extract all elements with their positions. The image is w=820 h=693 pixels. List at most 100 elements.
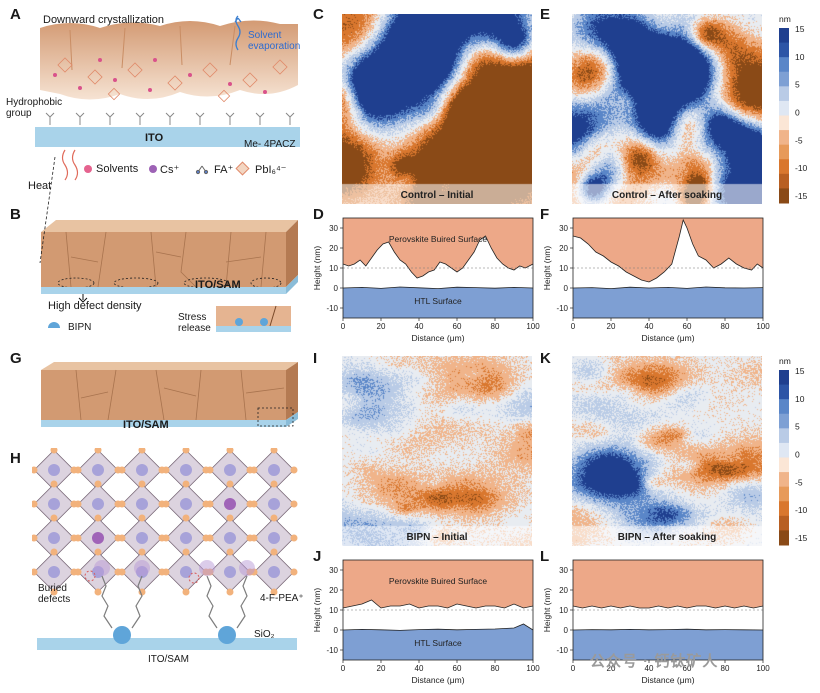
iodide-atom [138,548,146,556]
x-tick-label: 60 [453,664,462,673]
x-tick-label: 100 [526,322,540,331]
lattice-cation [48,566,60,578]
iodide-atom [250,466,258,474]
panel-label-j: J [313,548,322,565]
iodide-atom [94,514,102,522]
sam-name-text: Me- 4PACZ [244,139,296,150]
afm-map-k: BIPN – After soaking [572,356,762,546]
colorbar-bottom-unit: nm [779,356,791,366]
y-axis-title: Height (nm) [542,588,552,633]
iodide-atom [182,480,190,488]
x-tick-label: 20 [607,664,616,673]
colorbar-tick-label: 10 [795,52,805,62]
colorbar-tick-label: 15 [795,24,805,34]
lattice-cation [268,532,280,544]
colorbar-tick-label: 15 [795,366,805,376]
iodide-atom [162,466,170,474]
colorbar-band [779,57,789,73]
solvent-evaporation-text: Solvent evaporation [248,30,301,52]
iodide-atom [270,480,278,488]
solvent-dot-icon [84,165,92,173]
y-tick-label: 30 [329,566,338,575]
colorbar-top: nm 15 10 5 0 -5 -10 -15 [779,14,808,204]
perovskite-area [573,218,763,282]
perovskite-area [343,218,533,278]
perovskite-area [573,560,763,608]
x-axis-title: Distance (μm) [411,333,464,343]
iodide-atom [226,514,234,522]
x-tick-label: 40 [645,664,654,673]
panel-a-title: Downward crystallization [43,14,165,26]
bipn-icon [48,322,60,328]
iodide-atom [118,568,126,576]
y-tick-label: 30 [329,224,338,233]
iodide-atom [138,480,146,488]
colorbar-band [779,159,789,175]
iodide-atom [162,500,170,508]
x-tick-label: 0 [341,664,346,673]
htl-surface-label: HTL Surface [414,296,462,306]
htl-area [573,629,763,660]
lattice-cation [48,498,60,510]
x-tick-label: 100 [756,322,770,331]
iodide-atom [270,548,278,556]
iodide-atom [50,514,58,522]
htl-line [572,286,764,290]
colorbar-band [779,530,789,546]
lattice-cation [224,532,236,544]
y-tick-label: 0 [334,626,339,635]
panel-label-f: F [540,206,550,223]
lattice-cation [180,464,192,476]
iodide-atom [94,588,102,596]
panel-label-g: G [10,350,22,367]
y-tick-label: 10 [559,606,568,615]
octahedron-icon [235,161,250,176]
iodide-atom [226,548,234,556]
afm-map-e-canvas [572,14,762,204]
panel-h-schematic [32,448,298,650]
colorbar-band [779,86,789,102]
g-substrate-text: ITO/SAM [123,419,169,431]
map-e-caption: Control – After soaking [611,190,723,201]
perovskite-surface-label: Perovskite Buired Surface [389,576,488,586]
colorbar-tick-label: -5 [795,477,803,487]
y-tick-label: 10 [329,264,338,273]
iodide-atom [50,548,58,556]
x-tick-label: 80 [721,322,730,331]
y-tick-label: 0 [564,284,569,293]
colorbar-band [779,28,789,44]
iodide-atom [74,568,82,576]
b-substrate-text: ITO/SAM [195,279,241,291]
panel-g-schematic [41,362,298,427]
colorbar-band [779,42,789,58]
colorbar-band [779,413,789,429]
x-tick-label: 40 [645,322,654,331]
y-tick-label: 0 [334,284,339,293]
x-tick-label: 40 [415,664,424,673]
solvent-dots [53,58,267,94]
lattice-cation [92,464,104,476]
iodide-atom [162,568,170,576]
iodide-atom [270,448,278,454]
colorbar-tick-label: -15 [795,533,808,543]
panel-label-e: E [540,6,551,23]
y-tick-label: -10 [556,304,568,313]
panel-label-b: B [10,206,21,223]
iodide-atom [182,588,190,596]
legend-fa: FA⁺ [214,164,234,176]
y-tick-label: 0 [564,626,569,635]
y-tick-label: 20 [559,244,568,253]
lattice-cation [48,464,60,476]
x-tick-label: 60 [683,322,692,331]
lattice-cation [180,566,192,578]
iodide-atom [50,480,58,488]
cs-dot-icon [149,165,157,173]
htl-surface-label: HTL Surface [414,638,462,648]
htl-line [342,623,534,631]
iodide-atom [226,480,234,488]
colorbar-band [779,501,789,517]
iodide-atom [50,448,58,454]
colorbar-band [779,370,789,386]
